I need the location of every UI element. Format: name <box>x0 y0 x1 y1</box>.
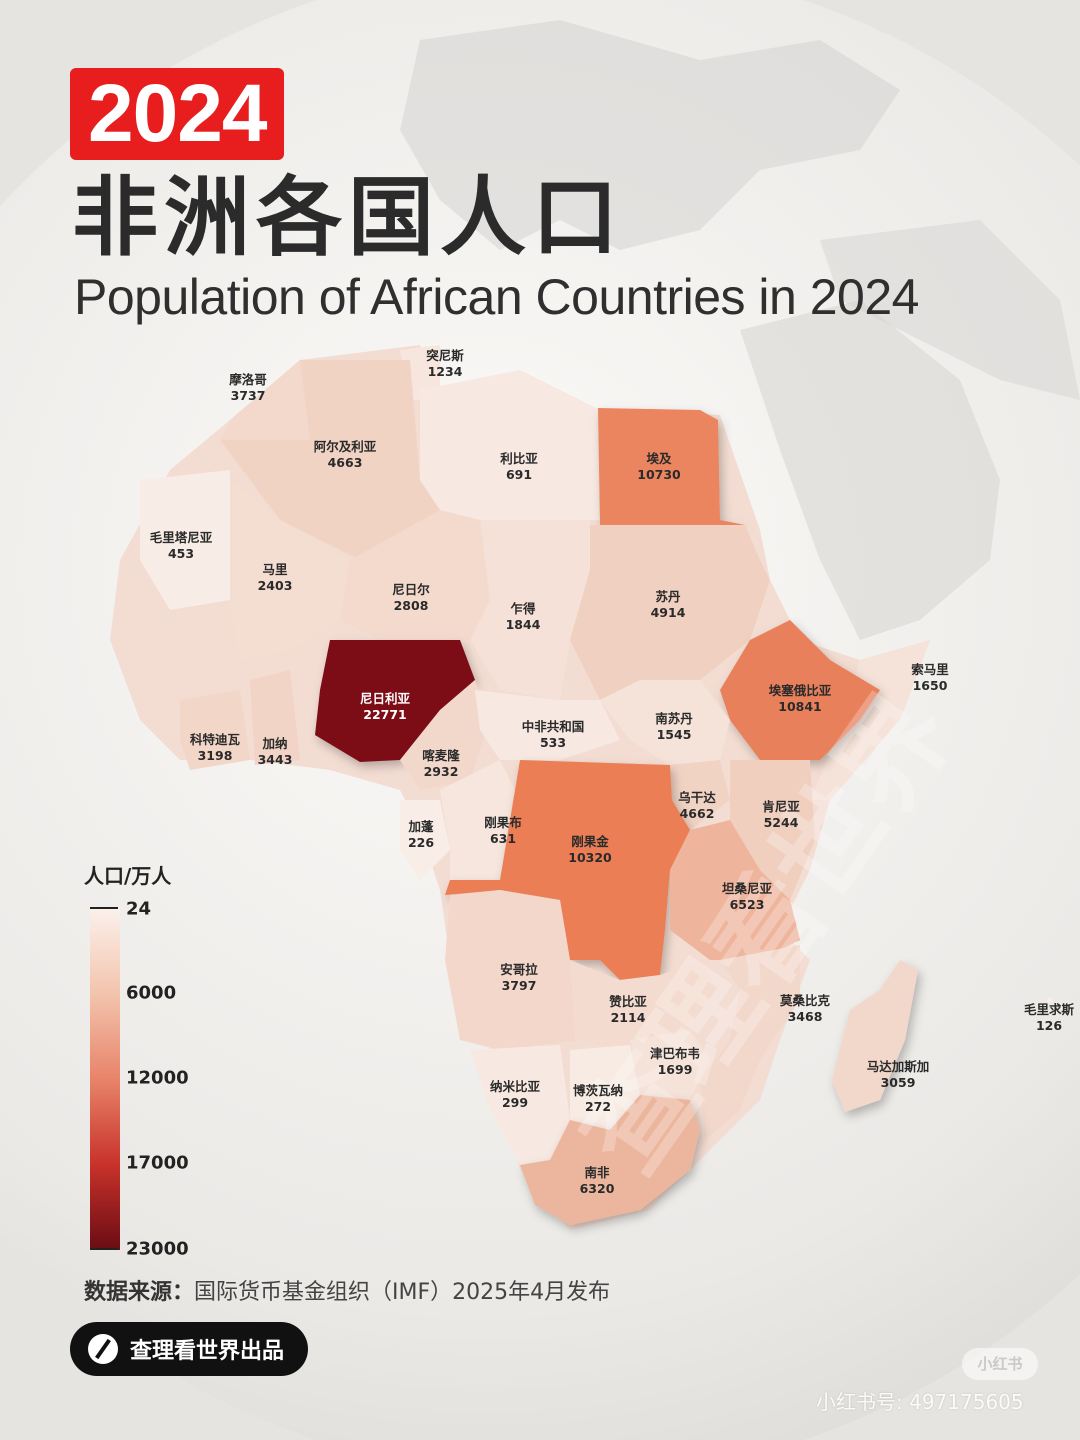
title-chinese: 非洲各国人口 <box>72 168 624 268</box>
source-text: 国际货币基金组织（IMF）2025年4月发布 <box>194 1280 611 1305</box>
label-namibia: 纳米比亚 299 <box>489 1079 541 1110</box>
label-mauritius: 毛里求斯 126 <box>1023 1002 1075 1033</box>
country-shape-mauritius <box>1047 997 1053 1003</box>
label-niger: 尼日尔 2808 <box>392 582 430 613</box>
brand-logo-icon <box>88 1334 118 1364</box>
label-car: 中非共和国 533 <box>521 719 585 750</box>
label-angola: 安哥拉 3797 <box>500 962 538 993</box>
country-shape-madagascar <box>832 960 918 1112</box>
country-shape-mauritania <box>140 470 230 610</box>
country-shape-morocco <box>220 360 310 440</box>
label-libya: 利比亚 691 <box>500 451 538 482</box>
label-mozambique: 莫桑比克 3468 <box>779 993 831 1024</box>
label-drc: 刚果金 10320 <box>568 834 612 865</box>
country-shape-congo <box>440 760 520 880</box>
country-shape-drc <box>445 760 690 980</box>
country-shape-cameroon <box>400 680 490 790</box>
country-shape-algeria <box>220 360 440 560</box>
label-south-sudan: 南苏丹 1545 <box>655 711 693 742</box>
label-ethiopia: 埃塞俄比亚 10841 <box>768 683 832 714</box>
country-shape-mali <box>230 480 350 660</box>
label-mauritania: 毛里塔尼亚 453 <box>149 530 213 561</box>
label-tunisia: 突尼斯 1234 <box>426 348 464 379</box>
label-algeria: 阿尔及利亚 4663 <box>313 439 377 470</box>
label-zambia: 赞比亚 2114 <box>609 994 647 1025</box>
arabia-shape <box>740 300 1000 640</box>
brand-text: 查理看世界出品 <box>130 1339 285 1364</box>
year-badge: 2024 <box>70 68 285 160</box>
xiaohongshu-badge: 小红书 <box>962 1348 1038 1380</box>
label-cameroon: 喀麦隆 2932 <box>422 748 460 779</box>
country-shape-kenya <box>730 760 815 900</box>
country-shape-ethiopia <box>720 620 880 760</box>
label-chad: 乍得 1844 <box>505 601 541 632</box>
label-tanzania: 坦桑尼亚 6523 <box>721 881 773 912</box>
legend-color-bar <box>90 908 120 1250</box>
label-kenya: 肯尼亚 5244 <box>762 799 800 830</box>
legend-title: 人口/万人 <box>84 864 172 888</box>
label-congo: 刚果布 631 <box>484 815 522 846</box>
country-shape-ivory-coast <box>180 690 250 770</box>
country-shape-zimbabwe <box>630 1030 710 1100</box>
country-shape-namibia <box>470 1045 570 1165</box>
label-ivory-coast: 科特迪瓦 3198 <box>189 732 241 763</box>
country-shape-somalia <box>810 640 930 800</box>
country-shape-sudan <box>570 525 770 700</box>
label-morocco: 摩洛哥 3737 <box>229 372 267 403</box>
label-sudan: 苏丹 4914 <box>650 589 686 620</box>
legend-label: 24 <box>126 898 152 920</box>
brand-pill: 查理看世界出品 <box>70 1322 309 1376</box>
country-shape-botswana <box>570 1045 640 1130</box>
title-english: Population of African Countries in 2024 <box>74 269 919 325</box>
country-shape-ghana <box>250 670 300 765</box>
legend-label: 12000 <box>126 1067 189 1089</box>
country-shape-tanzania <box>670 820 800 960</box>
label-zimbabwe: 津巴布韦 1699 <box>649 1046 701 1077</box>
label-madagascar: 马达加斯加 3059 <box>866 1059 930 1090</box>
source-label: 数据来源： <box>84 1280 195 1305</box>
mideast-shape <box>820 220 1080 400</box>
country-shape-south-sudan <box>600 680 730 765</box>
country-shape-nigeria <box>315 640 475 762</box>
xiaohongshu-id: 小红书号: 497175605 <box>816 1390 1024 1414</box>
legend-tick-min <box>90 907 118 909</box>
label-ghana: 加纳 3443 <box>257 736 293 767</box>
country-shape-car <box>475 690 620 760</box>
data-source: 数据来源：国际货币基金组织（IMF）2025年4月发布 <box>84 1274 610 1306</box>
label-south-africa: 南非 6320 <box>579 1165 615 1196</box>
europe-shape <box>400 20 900 250</box>
legend-tick-max <box>90 1248 118 1250</box>
label-nigeria: 尼日利亚 22771 <box>359 691 411 722</box>
country-shape-chad <box>470 520 590 700</box>
label-somalia: 索马里 1650 <box>911 662 949 693</box>
legend-label: 6000 <box>126 982 177 1004</box>
label-egypt: 埃及 10730 <box>637 451 681 482</box>
label-gabon: 加蓬 226 <box>407 819 435 850</box>
country-shape-libya <box>420 370 600 520</box>
country-shape-egypt <box>598 408 745 525</box>
country-shape-mozambique <box>700 945 800 1140</box>
country-shape-angola <box>445 890 580 1050</box>
label-botswana: 博茨瓦纳 272 <box>572 1083 624 1114</box>
legend-label: 17000 <box>126 1152 189 1174</box>
legend-label: 23000 <box>126 1238 189 1260</box>
country-shape-gabon <box>400 800 450 880</box>
country-shape-uganda <box>670 760 730 830</box>
label-mali: 马里 2403 <box>257 562 293 593</box>
country-shape-niger <box>340 510 490 640</box>
country-shape-south-africa <box>520 1095 700 1225</box>
label-uganda: 乌干达 4662 <box>678 790 716 821</box>
country-shape-zambia <box>570 960 720 1050</box>
